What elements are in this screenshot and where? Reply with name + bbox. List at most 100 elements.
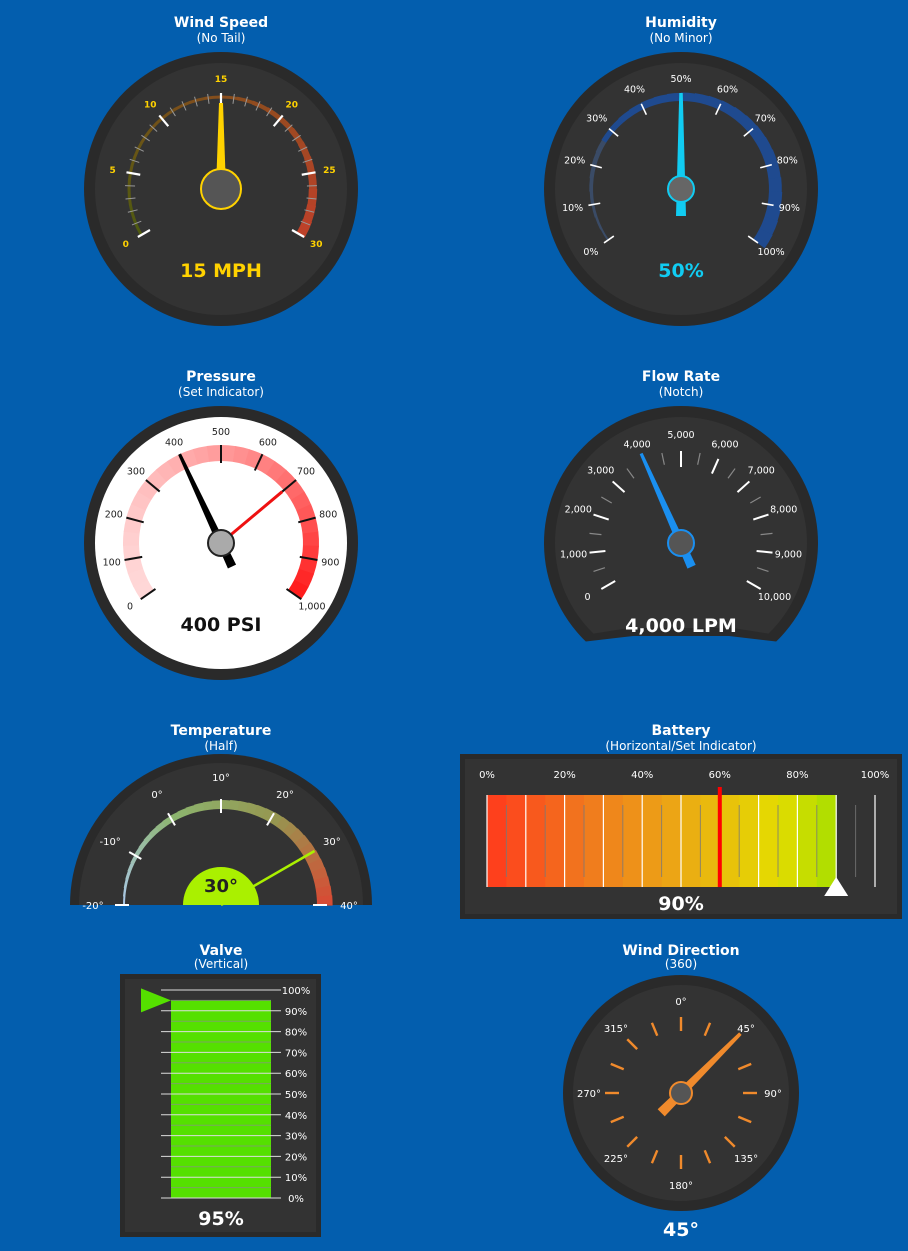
tick-label: 10% (285, 1173, 307, 1184)
minor-tick (131, 220, 142, 226)
tick-label: 100% (282, 986, 311, 997)
battery-gauge: Battery (Horizontal/Set Indicator) 0% 20%… (460, 720, 902, 922)
band-segment (282, 822, 298, 838)
major-tick (743, 127, 754, 137)
bar-fill-segment (487, 795, 507, 887)
tick-label: 40% (631, 770, 653, 781)
tick-label: 30° (323, 837, 341, 848)
tick-label: 10% (562, 203, 583, 214)
minor-tick (244, 96, 248, 107)
bar-fill-segment (739, 795, 759, 887)
band-segment (127, 172, 132, 190)
minor-tick (300, 220, 311, 226)
bar-fill-segment (816, 795, 837, 887)
tick-label: -10° (99, 837, 120, 848)
major-tick (167, 812, 176, 826)
gauge-needle (216, 103, 226, 189)
major-tick (145, 479, 161, 493)
major-tick (752, 513, 769, 521)
battery-title: Battery (651, 723, 711, 739)
major-tick (610, 1115, 625, 1124)
tick-label: 20° (276, 790, 294, 801)
battery-subtitle: (Horizontal/Set Indicator) (605, 739, 757, 753)
band-segment (290, 491, 312, 512)
temperature-title: Temperature (170, 723, 272, 739)
tick-label: 0% (583, 247, 598, 258)
bar-fill-segment (545, 795, 565, 887)
minor-tick (194, 96, 198, 107)
major-tick (650, 1149, 659, 1164)
tick-label: 25 (323, 166, 336, 176)
band-segment (761, 149, 778, 167)
major-tick (737, 1062, 752, 1071)
minor-tick (601, 496, 613, 504)
band-segment (765, 163, 781, 180)
value-readout: 90% (658, 893, 703, 915)
band-segment (244, 449, 263, 469)
band-segment (145, 469, 167, 491)
band-segment (126, 503, 146, 522)
minor-tick (727, 468, 736, 479)
pressure-subtitle: (Set Indicator) (178, 385, 264, 399)
band-segment (123, 531, 140, 546)
tick-label: 5 (110, 166, 116, 176)
bar-fill-segment (564, 795, 585, 887)
band-segment (764, 204, 782, 222)
band-segment (307, 188, 318, 207)
humidity-subtitle: (No Minor) (649, 31, 713, 45)
major-tick (608, 127, 619, 137)
band-segment (296, 504, 316, 523)
tick-label: 1,000 (560, 549, 587, 560)
minor-tick (169, 107, 176, 117)
value-readout: 45° (663, 1219, 699, 1241)
humidity-title: Humidity (645, 15, 717, 31)
tick-label: 50% (285, 1090, 307, 1101)
band-segment (206, 445, 222, 462)
tick-label: 100% (758, 247, 785, 258)
major-tick (126, 171, 141, 176)
minor-tick (756, 567, 769, 573)
gauge-face (79, 763, 363, 905)
bar-fill-segment (778, 795, 798, 887)
major-tick (703, 1149, 712, 1164)
value-readout: 400 PSI (181, 614, 262, 636)
major-tick (756, 549, 773, 554)
tick-label: 3,000 (587, 466, 614, 477)
value-readout: 30° (204, 876, 238, 897)
needle-hub (207, 529, 235, 557)
gauge-face (555, 417, 807, 634)
major-tick (737, 1115, 752, 1124)
tick-label: 10° (212, 773, 230, 784)
band-segment (124, 556, 144, 574)
band-segment (232, 446, 250, 465)
band-segment (729, 106, 747, 124)
band-segment (255, 454, 276, 475)
tick-label: 225° (604, 1154, 628, 1165)
minor-tick (593, 567, 606, 573)
band-segment (759, 216, 778, 236)
tick-label: 60% (717, 84, 738, 95)
tick-label: 0 (127, 602, 133, 613)
band-segment (127, 568, 148, 587)
tick-label: 10,000 (758, 592, 791, 603)
minor-tick (232, 93, 235, 104)
tick-label: 80% (777, 156, 798, 167)
pressure-gauge: Pressure (Set Indicator) 0 100 200 300 400 50… (80, 366, 362, 686)
tick-label: 40% (624, 84, 645, 95)
band-segment (706, 95, 723, 110)
tick-label: 0 (123, 240, 129, 250)
band-segment (302, 531, 319, 547)
minor-tick (129, 158, 140, 163)
band-segment (307, 858, 325, 873)
minor-tick (626, 468, 635, 479)
band-segment (589, 177, 594, 192)
bar-fill-segment (622, 795, 643, 887)
bar-fill-segment (797, 795, 818, 887)
needle-hub (667, 175, 695, 203)
band-segment (268, 812, 284, 827)
band-segment (253, 804, 267, 819)
band-segment (265, 461, 287, 483)
tick-label: 7,000 (748, 466, 775, 477)
minor-tick (284, 124, 293, 132)
major-tick (761, 202, 774, 207)
